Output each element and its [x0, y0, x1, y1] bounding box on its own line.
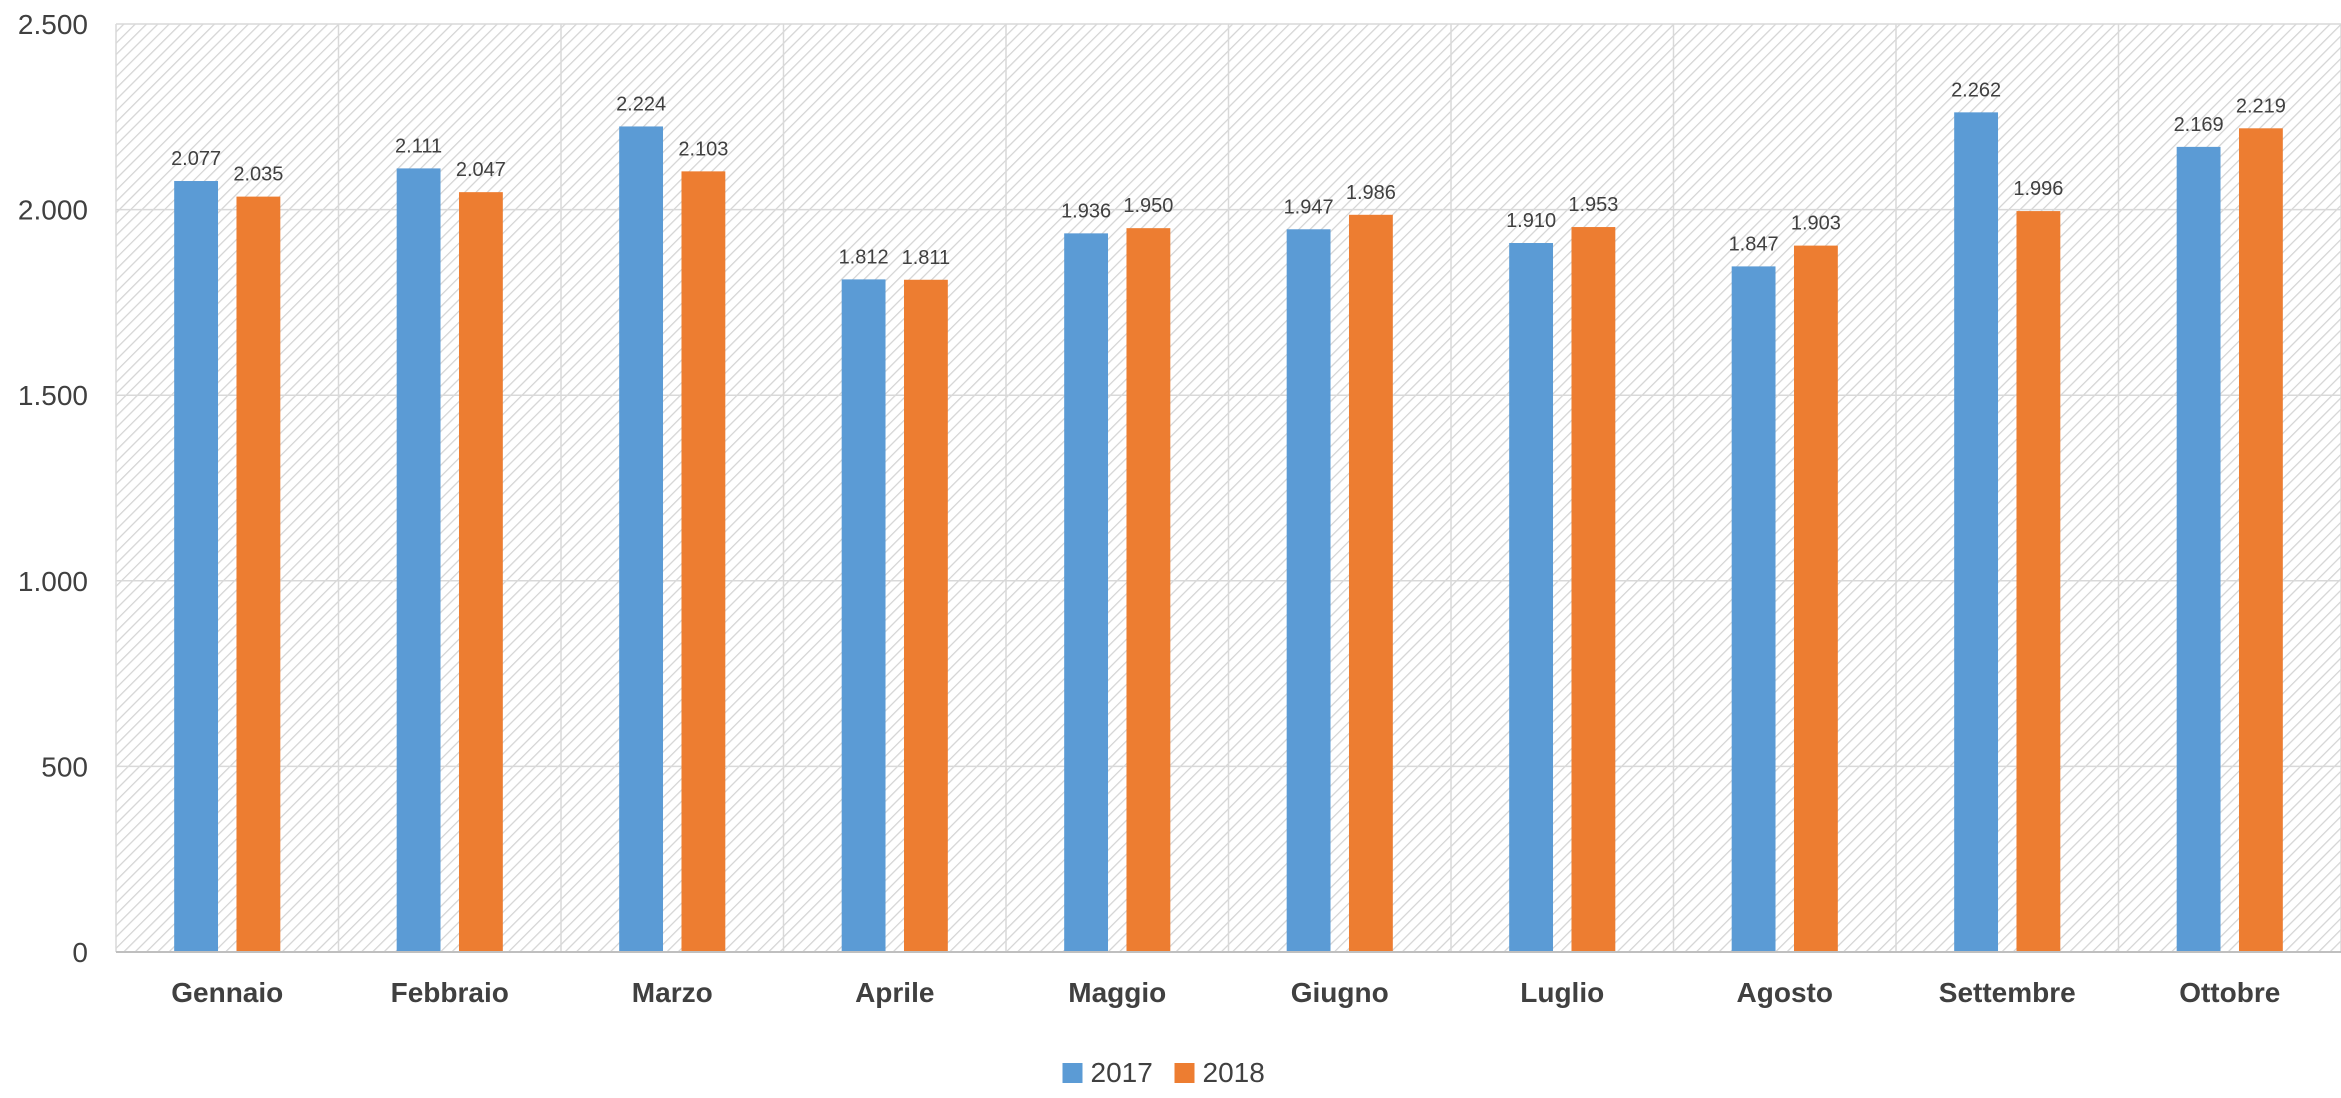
- data-label: 2.077: [171, 148, 221, 170]
- legend: 2017 2018: [1062, 1057, 1265, 1088]
- bar-2018-febbraio: [458, 192, 503, 953]
- bar-2017-maggio: [1064, 233, 1109, 952]
- data-label: 1.811: [902, 247, 951, 269]
- bar-2018-settembre: [2016, 211, 2061, 953]
- y-tick-label: 1.000: [18, 566, 88, 597]
- x-tick-label: Maggio: [1068, 977, 1166, 1008]
- data-label: 1.986: [1346, 182, 1396, 204]
- data-label: 1.947: [1284, 196, 1334, 218]
- bar-2017-luglio: [1509, 243, 1554, 952]
- data-label: 2.224: [616, 93, 666, 115]
- bar-2018-giugno: [1348, 214, 1393, 952]
- bar-2018-ottobre: [2238, 128, 2283, 953]
- bar-2017-giugno: [1286, 229, 1331, 952]
- bar-2018-marzo: [681, 171, 726, 952]
- bar-2017-febbraio: [396, 168, 441, 953]
- y-tick-label: 0: [72, 937, 88, 968]
- x-tick-label: Agosto: [1737, 977, 1833, 1008]
- bar-2017-settembre: [1954, 112, 1999, 953]
- legend-item-2018: 2018: [1174, 1057, 1265, 1088]
- bar-2018-aprile: [903, 279, 948, 952]
- data-label: 2.103: [678, 138, 728, 160]
- bar-2018-maggio: [1126, 228, 1171, 952]
- legend-label: 2018: [1203, 1057, 1265, 1088]
- y-tick-label: 2.500: [18, 9, 88, 40]
- y-tick-label: 1.500: [18, 380, 88, 411]
- bar-2018-luglio: [1571, 227, 1616, 953]
- data-label: 1.950: [1123, 195, 1173, 217]
- axes: 0 500 1.000 1.500 2.000 2.500 Gennaio Febbraio M…: [18, 9, 2341, 1008]
- data-label: 2.035: [233, 164, 283, 186]
- data-label: 2.219: [2236, 95, 2286, 117]
- x-tick-label: Aprile: [855, 977, 934, 1008]
- data-label: 1.903: [1791, 213, 1841, 235]
- data-label: 2.169: [2174, 114, 2224, 136]
- bar-2017-aprile: [841, 279, 886, 952]
- data-label: 2.111: [395, 135, 442, 157]
- x-tick-label: Gennaio: [171, 977, 283, 1008]
- bar-2017-gennaio: [174, 181, 219, 953]
- bar-2017-agosto: [1731, 266, 1776, 953]
- x-tick-label: Settembre: [1939, 977, 2076, 1008]
- legend-swatch: [1062, 1063, 1083, 1083]
- x-tick-label: Giugno: [1291, 977, 1389, 1008]
- bar-2017-ottobre: [2176, 146, 2221, 953]
- data-label: 1.910: [1506, 210, 1556, 232]
- data-label: 2.262: [1951, 79, 2001, 101]
- data-label: 1.996: [2013, 178, 2063, 200]
- x-tick-label: Febbraio: [391, 977, 509, 1008]
- data-label: 2.047: [456, 159, 506, 181]
- bar-2017-marzo: [619, 126, 664, 953]
- x-tick-label: Marzo: [632, 977, 713, 1008]
- data-label: 1.812: [839, 246, 889, 268]
- bars: [174, 112, 2283, 953]
- data-label: 1.847: [1729, 233, 1779, 255]
- x-tick-label: Ottobre: [2179, 977, 2280, 1008]
- x-tick-label: Luglio: [1520, 977, 1604, 1008]
- y-tick-label: 2.000: [18, 195, 88, 226]
- data-labels: 2.077 2.035 2.111 2.047 2.224 2.103 1.812 1.811…: [171, 79, 2286, 268]
- data-label: 1.936: [1061, 200, 1111, 222]
- legend-item-2017: 2017: [1062, 1057, 1153, 1088]
- bar-2018-gennaio: [236, 196, 281, 952]
- data-label: 1.953: [1568, 194, 1618, 216]
- legend-swatch: [1174, 1063, 1195, 1083]
- y-tick-label: 500: [41, 751, 88, 782]
- bar-2018-agosto: [1793, 245, 1838, 953]
- legend-label: 2017: [1091, 1057, 1153, 1088]
